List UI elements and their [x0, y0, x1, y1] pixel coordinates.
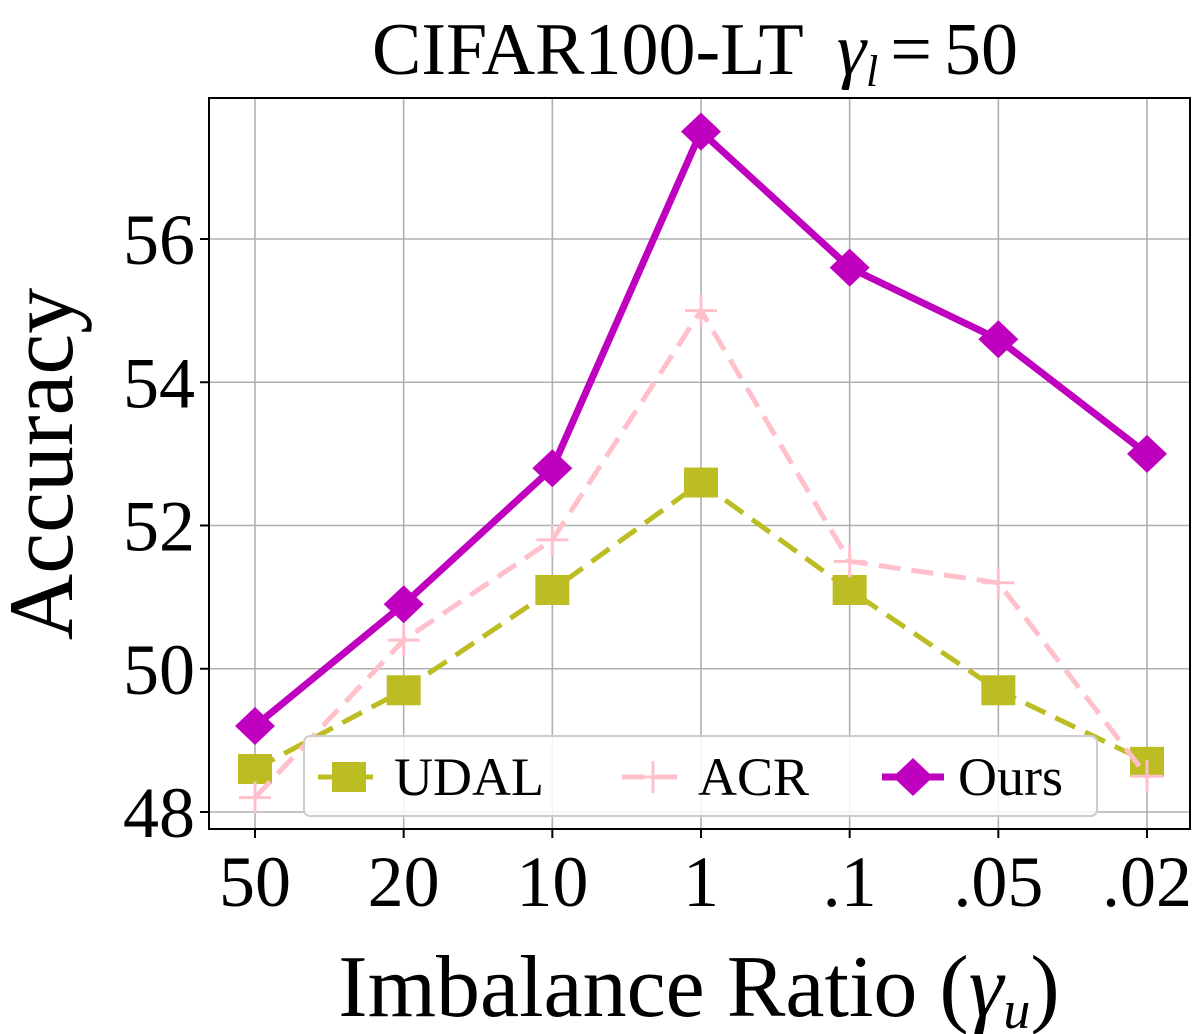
- x-tick-label: .05: [953, 842, 1043, 922]
- chart-title-text: CIFAR100-LT: [372, 9, 803, 91]
- legend: UDAL ACR Ours: [303, 735, 1098, 817]
- data-point-ours: [235, 707, 275, 746]
- y-tick-label: 56: [123, 200, 195, 280]
- x-tick-label: 20: [368, 842, 440, 922]
- data-point-udal: [238, 754, 272, 785]
- y-axis: 48 50 52 54 56: [123, 200, 209, 853]
- series-udal: [238, 467, 1164, 785]
- data-point-acr: [1131, 760, 1163, 793]
- y-tick-label: 52: [123, 487, 195, 567]
- data-point-udal: [535, 574, 570, 605]
- y-axis-label: Accuracy: [0, 288, 92, 640]
- data-point-ours: [1127, 434, 1167, 473]
- data-point-acr: [685, 294, 717, 327]
- data-point-udal: [684, 467, 718, 498]
- data-point-acr: [239, 781, 271, 814]
- x-tick-label: 1: [683, 842, 719, 922]
- x-tick-label: .02: [1102, 842, 1192, 922]
- x-axis-label-gamma-sub: u: [1003, 980, 1030, 1034]
- grid: [209, 98, 1190, 829]
- chart-title-value: 50: [944, 9, 1018, 91]
- legend-marker: [332, 762, 366, 792]
- data-point-ours: [829, 248, 870, 287]
- y-tick-label: 54: [123, 343, 195, 423]
- data-point-acr: [982, 566, 1015, 599]
- data-point-acr: [536, 523, 569, 556]
- data-point-ours: [681, 112, 721, 151]
- data-point-acr: [833, 545, 866, 578]
- chart-title-gamma-sub: l: [866, 47, 878, 96]
- legend-item-ours: Ours: [882, 747, 1063, 807]
- x-axis-label-text: Imbalance Ratio (: [338, 939, 968, 1034]
- x-axis-label: Imbalance Ratio (γu): [338, 939, 1059, 1034]
- chart-title-gamma: γ: [837, 9, 868, 91]
- legend-label: ACR: [698, 747, 809, 807]
- legend-marker: [637, 761, 669, 793]
- y-tick-label: 48: [123, 773, 195, 853]
- data-point-udal: [832, 574, 867, 605]
- x-axis-label-close: ): [1030, 939, 1059, 1034]
- legend-label: Ours: [958, 747, 1063, 807]
- data-point-ours: [383, 585, 424, 624]
- x-tick-label: 50: [219, 842, 291, 922]
- plot-frame: [208, 97, 1191, 830]
- series-ours: [235, 112, 1167, 746]
- data-point-udal: [981, 675, 1016, 706]
- x-axis: 50 20 10 1 .1 .05 .02: [219, 829, 1192, 922]
- legend-box: [303, 735, 1098, 817]
- data-point-ours: [978, 320, 1019, 359]
- x-axis-label-gamma: γ: [969, 939, 1006, 1034]
- chart-title: CIFAR100-LT γl = 50: [372, 9, 1018, 96]
- chart-title-equals: =: [890, 9, 932, 91]
- data-point-ours: [532, 449, 573, 488]
- legend-marker: [893, 758, 933, 796]
- series-layer: [235, 112, 1167, 814]
- x-tick-label: 10: [516, 842, 588, 922]
- series-acr: [239, 294, 1163, 814]
- legend-item-udal: UDAL: [318, 747, 544, 807]
- data-point-udal: [386, 675, 421, 706]
- legend-label: UDAL: [394, 747, 544, 807]
- x-tick-label: .1: [823, 842, 877, 922]
- y-tick-label: 50: [123, 630, 195, 710]
- legend-item-acr: ACR: [622, 747, 809, 807]
- data-point-acr: [387, 624, 420, 657]
